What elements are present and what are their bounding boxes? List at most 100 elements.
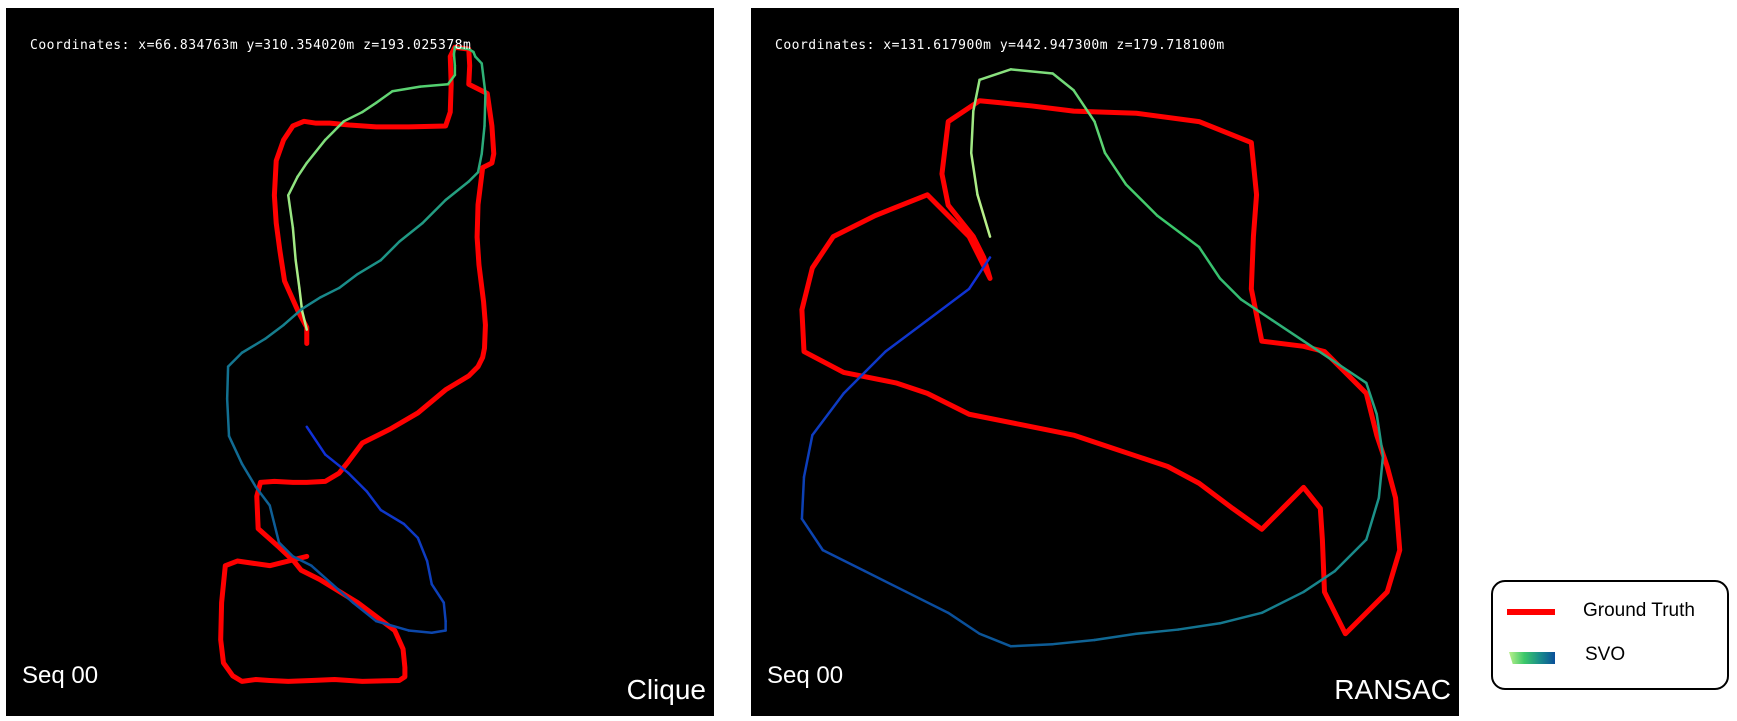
svo-segment	[310, 564, 334, 586]
trajectory-panel-ransac: Coordinates: x=131.617900m y=442.947300m…	[751, 8, 1459, 716]
trajectory-panel-clique: Coordinates: x=66.834763m y=310.354020m …	[6, 8, 714, 716]
ground-truth-line	[218, 44, 497, 684]
svo-segment	[446, 73, 457, 86]
svo-segment	[800, 517, 825, 552]
svo-segment	[282, 307, 304, 327]
coordinates-readout: Coordinates: x=66.834763m y=310.354020m …	[30, 38, 472, 53]
svo-segment	[1197, 245, 1222, 280]
svo-segment	[1365, 381, 1378, 416]
svo-segment	[324, 120, 346, 142]
svo-trajectory	[225, 46, 487, 635]
sequence-label: Seq 00	[22, 662, 99, 689]
svo-segment	[1051, 638, 1096, 646]
svo-segment	[287, 194, 295, 230]
svo-segment	[884, 318, 929, 353]
svo-segment	[476, 152, 483, 174]
svo-segment	[305, 138, 327, 165]
svo-segment	[978, 632, 1013, 648]
chart-legend: Ground Truth SVO	[1491, 580, 1729, 690]
svo-segment	[905, 590, 950, 615]
svo-segment	[800, 475, 806, 521]
svo-segment	[291, 555, 313, 567]
trajectory-plot-clique	[218, 44, 497, 684]
svo-segment	[391, 85, 422, 93]
legend-label-svo: SVO	[1585, 644, 1626, 665]
svo-segment	[480, 62, 487, 95]
svo-segment	[1302, 569, 1337, 594]
svo-segment	[1260, 590, 1305, 615]
svo-segment	[978, 68, 1013, 82]
svo-segment	[225, 365, 230, 401]
svo-segment	[268, 504, 276, 526]
svo-segment	[1375, 413, 1385, 458]
svo-segment	[225, 397, 231, 438]
svo-segment	[474, 55, 483, 65]
legend-item-ground-truth: Ground Truth	[1493, 592, 1727, 632]
svo-segment	[374, 89, 394, 105]
svo-segment	[802, 433, 814, 479]
legend-label-ground-truth: Ground Truth	[1583, 600, 1695, 621]
svo-segment	[1072, 89, 1096, 123]
svo-segment	[1103, 151, 1128, 186]
svo-segment	[379, 508, 406, 526]
svo-segment	[379, 240, 401, 262]
svo-segment	[374, 619, 410, 632]
svo-segment	[227, 434, 244, 466]
svo-segment	[1377, 454, 1385, 500]
svo-segment	[351, 601, 378, 623]
svo-segment	[430, 629, 447, 635]
svo-segment	[444, 180, 471, 202]
svo-segment	[467, 170, 480, 183]
svo-segment	[1051, 72, 1075, 92]
svo-segment	[402, 522, 420, 540]
svo-segment	[926, 287, 971, 322]
svo-segment	[1333, 360, 1368, 385]
svo-trajectory	[800, 68, 1385, 648]
svo-segment	[452, 52, 457, 68]
svo-segment	[254, 485, 271, 507]
svo-segment	[480, 124, 486, 155]
svo-segment	[1239, 298, 1274, 322]
svo-segment	[240, 337, 267, 354]
svo-segment	[294, 258, 301, 290]
svo-segment	[1093, 120, 1107, 155]
svo-segment	[972, 78, 981, 113]
svo-segment	[821, 548, 866, 573]
svo-segment	[418, 83, 450, 88]
svo-segment	[425, 559, 433, 586]
svo-segment	[863, 569, 908, 594]
sequence-label: Seq 00	[767, 662, 844, 689]
ground-truth-trajectory	[799, 98, 1403, 637]
svo-segment	[296, 161, 309, 179]
svo-segment	[342, 110, 364, 123]
svo-segment	[226, 351, 244, 368]
svo-segment	[1218, 611, 1264, 625]
svo-segment	[416, 536, 429, 563]
svo-segment	[967, 256, 992, 291]
svo-segment	[976, 193, 992, 238]
svo-segment	[398, 221, 424, 243]
ground-truth-trajectory	[218, 44, 497, 684]
svo-segment	[365, 490, 383, 512]
svo-segment	[946, 611, 981, 635]
svo-segment	[1093, 632, 1138, 642]
svo-segment	[969, 109, 975, 155]
svo-segment	[347, 471, 369, 493]
legend-item-svo: SVO	[1493, 640, 1727, 680]
svo-segment	[453, 46, 471, 51]
svo-segment	[1009, 642, 1054, 648]
coordinates-readout: Coordinates: x=131.617900m y=442.947300m…	[775, 38, 1225, 53]
svo-segment	[1270, 318, 1305, 343]
svo-segment	[483, 92, 487, 128]
svo-segment	[1009, 68, 1054, 75]
svo-segment	[324, 453, 350, 475]
svo-segment	[300, 295, 322, 311]
trajectory-plot-ransac	[799, 68, 1403, 648]
svo-segment	[1124, 183, 1159, 217]
svo-segment	[421, 198, 447, 225]
svo-segment	[298, 286, 304, 313]
svo-segment	[305, 425, 327, 456]
svo-segment	[263, 323, 285, 341]
svo-segment	[1302, 339, 1337, 364]
svo-segment	[240, 462, 258, 489]
